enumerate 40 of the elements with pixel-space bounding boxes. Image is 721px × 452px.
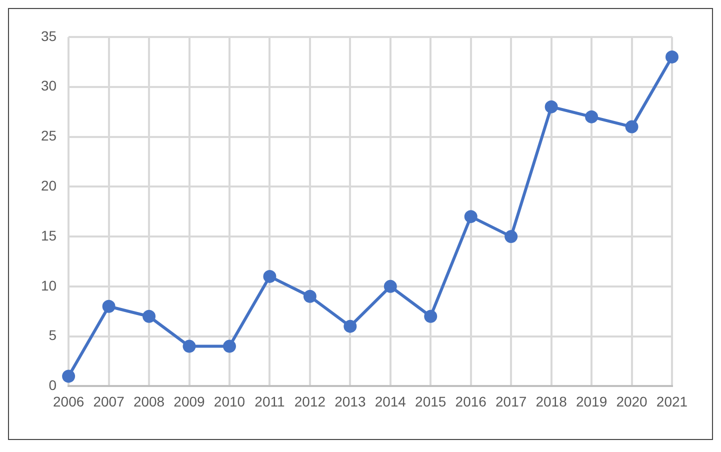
point: [102, 300, 116, 313]
x-tick-label: 2011: [254, 393, 285, 410]
point: [182, 340, 196, 353]
point: [303, 290, 316, 303]
point: [222, 340, 236, 353]
x-tick-label: 2008: [133, 393, 165, 410]
x-tick-label: 2006: [52, 393, 84, 410]
x-tick-label: 2016: [455, 393, 487, 410]
y-tick-label: 30: [40, 78, 57, 94]
x-tick-label: 2020: [616, 393, 648, 410]
y-tick-label: 25: [40, 128, 57, 144]
point: [62, 370, 76, 383]
point: [424, 310, 438, 323]
x-tick-label: 2007: [93, 393, 125, 410]
x-tick-label: 2012: [294, 393, 326, 410]
y-tick-label: 0: [48, 377, 57, 394]
y-tick-label: 15: [40, 227, 57, 244]
y-tick-label: 35: [40, 28, 57, 44]
x-tick-label: 2010: [214, 393, 246, 410]
y-tick-label: 20: [40, 178, 57, 194]
x-tick-label: 2018: [536, 393, 568, 410]
x-tick-label: 2009: [174, 393, 206, 410]
y-tick-label: 5: [48, 327, 57, 344]
point: [384, 280, 397, 293]
x-tick-label: 2021: [656, 393, 688, 410]
point: [504, 230, 518, 244]
point: [585, 110, 598, 124]
x-tick-label: 2017: [496, 393, 527, 410]
point: [464, 210, 478, 224]
point: [544, 100, 558, 114]
y-tick-label: 10: [40, 277, 57, 294]
x-tick-label: 2019: [576, 393, 608, 410]
x-tick-label: 2013: [334, 393, 366, 410]
x-tick-label: 2014: [374, 393, 406, 410]
point: [625, 120, 638, 134]
point: [344, 320, 357, 333]
point: [142, 310, 156, 323]
point: [666, 50, 678, 64]
x-tick-label: 2015: [415, 393, 446, 410]
point: [263, 270, 276, 283]
